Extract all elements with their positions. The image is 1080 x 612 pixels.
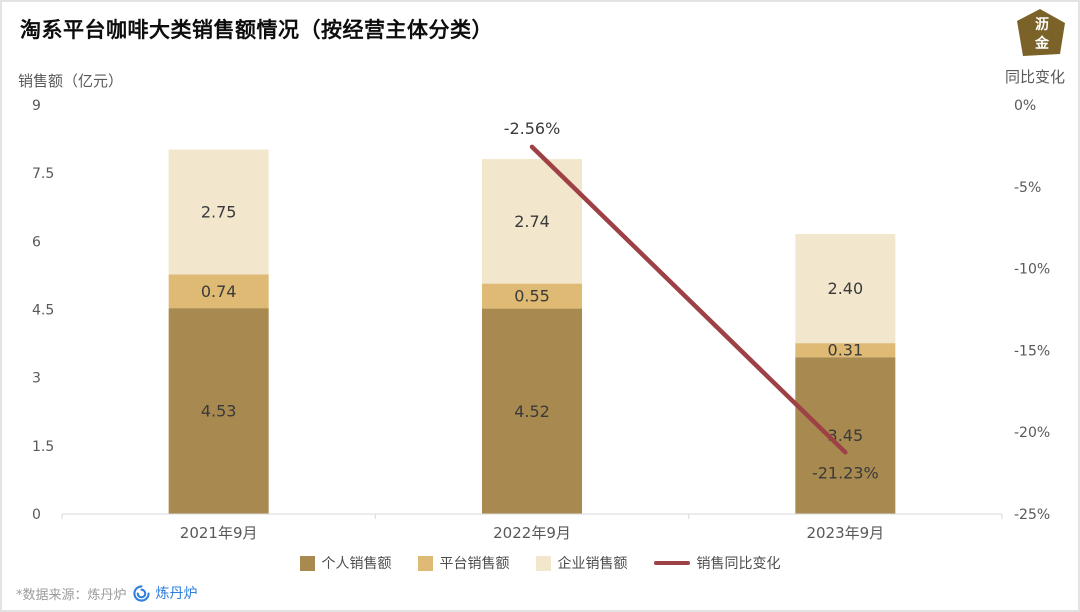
left-axis-tick-label: 3 (32, 371, 41, 387)
bar-value-label: 2.40 (828, 279, 864, 298)
legend-item-3[interactable]: 企业销售额 (535, 553, 628, 573)
bar-value-label: 0.55 (514, 287, 550, 306)
bar-value-label: 2.75 (201, 203, 237, 222)
liandanlu-brand[interactable]: 炼丹炉 (155, 586, 198, 602)
bar-value-label: 4.52 (514, 402, 550, 421)
legend-label: 平台销售额 (439, 556, 510, 572)
bar-segment-2021年9月-企业销售额 (168, 149, 269, 275)
right-axis-tick-label: -15% (1014, 343, 1050, 359)
lijin-logo: 沥 金 (1017, 9, 1065, 56)
legend-swatch (299, 555, 315, 571)
right-axis-tick-label: 0% (1014, 98, 1036, 114)
bar-segment-2021年9月-个人销售额 (168, 308, 269, 514)
legend-item-1[interactable]: 个人销售额 (299, 553, 392, 573)
right-axis-tick-label: -10% (1014, 262, 1050, 278)
left-axis-tick-label: 6 (32, 234, 41, 250)
yoy-point-label: -21.23% (812, 463, 879, 482)
bar-segment-2022年9月-平台销售额 (482, 283, 582, 309)
x-axis-category-label: 2023年9月 (806, 524, 884, 542)
right-axis-tick-label: -25% (1014, 507, 1050, 523)
bar-value-label: 0.31 (828, 341, 864, 360)
chart-title: 淘系平台咖啡大类销售额情况（按经营主体分类） (20, 18, 493, 42)
bar-segment-2021年9月-平台销售额 (168, 274, 269, 309)
yoy-change-line (529, 144, 848, 455)
legend-label: 企业销售额 (557, 556, 628, 572)
bar-segment-2023年9月-个人销售额 (795, 357, 896, 514)
legend-label: 个人销售额 (321, 556, 392, 572)
legend-swatch (535, 555, 551, 571)
legend: 个人销售额 平台销售额 企业销售额 销售同比变化 (2, 553, 1078, 573)
bar-value-label: 0.74 (201, 282, 237, 301)
lijin-logo-char2: 金 (1034, 35, 1050, 52)
bar-value-label: 2.74 (514, 212, 550, 231)
bar-segment-2022年9月-个人销售额 (482, 308, 582, 514)
left-axis-tick-label: 0 (32, 507, 41, 523)
right-axis-title: 同比变化 (1004, 68, 1065, 86)
legend-label: 销售同比变化 (696, 556, 781, 572)
left-axis-tick-label: 9 (32, 98, 41, 114)
liandanlu-logo-icon[interactable] (132, 584, 150, 602)
left-axis-tick-label: 4.5 (32, 303, 54, 319)
left-axis-tick-label: 1.5 (32, 439, 54, 455)
x-axis-category-label: 2022年9月 (493, 524, 571, 542)
left-axis-tick-label: 7.5 (32, 166, 54, 182)
footer: *数据来源：炼丹炉 炼丹炉 (16, 583, 198, 603)
legend-swatch (417, 555, 433, 571)
bar-value-label: 4.53 (201, 402, 237, 421)
right-axis-tick-label: -20% (1014, 425, 1050, 441)
lijin-logo-char1: 沥 (1035, 17, 1049, 33)
x-axis-category-label: 2021年9月 (180, 524, 258, 542)
bar-segment-2023年9月-企业销售额 (795, 234, 896, 344)
legend-line-swatch (653, 561, 690, 565)
right-axis-tick-label: -5% (1014, 180, 1041, 196)
yoy-point-label: -2.56% (504, 119, 561, 138)
bar-segment-2023年9月-平台销售额 (795, 343, 896, 358)
legend-item-4[interactable]: 销售同比变化 (653, 553, 781, 573)
lijin-logo-seal (1017, 9, 1065, 56)
left-axis-title: 销售额（亿元） (18, 72, 124, 90)
bar-value-label: 3.45 (828, 426, 864, 445)
legend-item-2[interactable]: 平台销售额 (417, 553, 510, 573)
data-source-text: *数据来源：炼丹炉 (16, 587, 127, 603)
